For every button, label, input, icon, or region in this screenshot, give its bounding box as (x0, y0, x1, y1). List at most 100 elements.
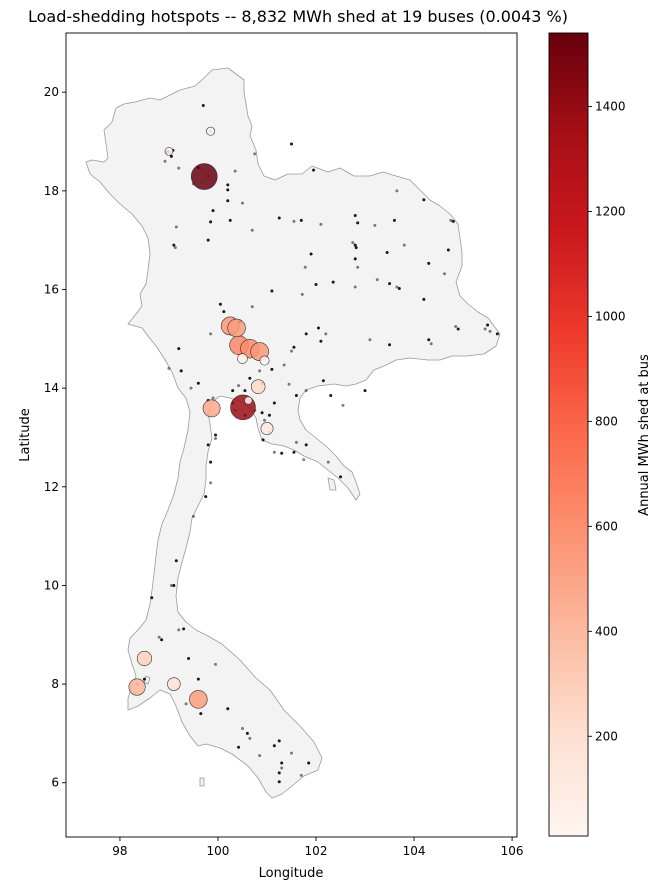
colorbar: 200 400 600 800 1000 1200 1400 Annual MWh shed… (548, 32, 652, 837)
bus-point (260, 411, 264, 415)
hotspot-point (206, 126, 216, 136)
bus-point (287, 382, 291, 386)
bus-point (446, 248, 450, 252)
bus-point (395, 285, 399, 289)
y-axis: 6 8 10 12 14 16 18 20 (44, 85, 66, 790)
bus-point (211, 209, 215, 213)
bus-point (172, 583, 176, 587)
bus-point (231, 389, 235, 393)
bus-point (250, 305, 254, 309)
hotspot-point (237, 353, 248, 364)
bus-point (209, 481, 213, 485)
x-axis-label: Longitude (259, 866, 324, 881)
colorbar-gradient (548, 32, 589, 837)
bus-point (299, 773, 303, 777)
bus-point (375, 278, 379, 282)
bus-point (272, 401, 276, 405)
bus-point (157, 635, 161, 639)
y-tick-label: 20 (44, 85, 59, 99)
colorbar-tick-label: 800 (595, 414, 618, 428)
hotspot-point (202, 399, 221, 418)
x-tick-label: 106 (501, 844, 524, 858)
bus-point (189, 386, 193, 390)
bus-point (356, 221, 360, 225)
bus-point (179, 369, 183, 373)
plot-frame (65, 32, 518, 838)
bus-point (209, 220, 213, 224)
bus-point (292, 450, 296, 454)
bus-point (299, 218, 303, 222)
bus-point (167, 366, 171, 370)
bus-point (218, 302, 222, 306)
bus-point (258, 754, 262, 758)
bus-point (324, 332, 328, 336)
hotspot-point (128, 678, 146, 696)
hotspot-point (244, 396, 253, 405)
bus-point (240, 726, 244, 730)
bus-point (248, 376, 252, 380)
bus-point (351, 241, 355, 245)
bus-point (304, 389, 308, 393)
bus-point (388, 282, 392, 286)
bus-point (270, 367, 274, 371)
bus-point (201, 104, 205, 108)
y-tick-label: 12 (44, 480, 59, 494)
bus-point (277, 216, 281, 220)
bus-point (353, 214, 357, 218)
bus-point (363, 389, 367, 393)
bus-point (303, 265, 307, 269)
bus-point (454, 324, 458, 328)
hotspot-point (164, 147, 174, 156)
hotspot-point (167, 677, 181, 691)
bus-point (422, 198, 426, 202)
bus-point (319, 339, 323, 343)
colorbar-tick-label: 200 (595, 729, 618, 743)
bus-point (304, 332, 308, 336)
bus-point (427, 338, 431, 342)
bus-point (237, 384, 241, 388)
bus-point (300, 292, 304, 296)
colorbar-ticks: 200 400 600 800 1000 1200 1400 (588, 99, 626, 743)
hotspot-point (250, 379, 266, 394)
bus-point (261, 438, 265, 442)
bus-point (248, 736, 252, 740)
bus-point (429, 342, 433, 346)
x-tick-label: 104 (403, 844, 426, 858)
bus-point (169, 583, 173, 587)
bus-point (304, 443, 308, 447)
bus-point (174, 559, 178, 563)
bus-point (209, 332, 213, 336)
bus-point (290, 751, 293, 755)
bus-point (486, 323, 490, 327)
bus-point (177, 347, 181, 351)
bus-point (294, 440, 298, 444)
plot-area (65, 32, 518, 838)
y-tick-label: 14 (44, 381, 59, 395)
colorbar-tick-label: 1000 (595, 309, 626, 323)
bus-point (204, 495, 208, 499)
bus-point (392, 218, 396, 222)
bus-point (495, 332, 499, 336)
bus-point (222, 310, 226, 314)
bus-point (456, 327, 460, 331)
colorbar-tick-label: 1400 (595, 99, 626, 113)
bus-point (316, 326, 320, 330)
bus-point (206, 443, 210, 447)
bus-point (451, 219, 455, 223)
bus-point (356, 265, 360, 269)
hotspot-point (190, 163, 218, 190)
hotspot-point (189, 690, 208, 709)
x-axis: 98 100 102 104 106 (112, 837, 524, 858)
hotspot-layer (128, 126, 274, 709)
bus-point (245, 731, 249, 735)
y-tick-label: 6 (51, 776, 59, 790)
bus-point (319, 222, 323, 226)
bus-point (182, 627, 186, 631)
bus-point (280, 766, 284, 770)
colorbar-tick-label: 1200 (595, 204, 626, 218)
bus-point (263, 418, 267, 422)
colorbar-tick-label: 400 (595, 624, 618, 638)
bus-point (354, 246, 358, 250)
bus-point (329, 394, 333, 398)
